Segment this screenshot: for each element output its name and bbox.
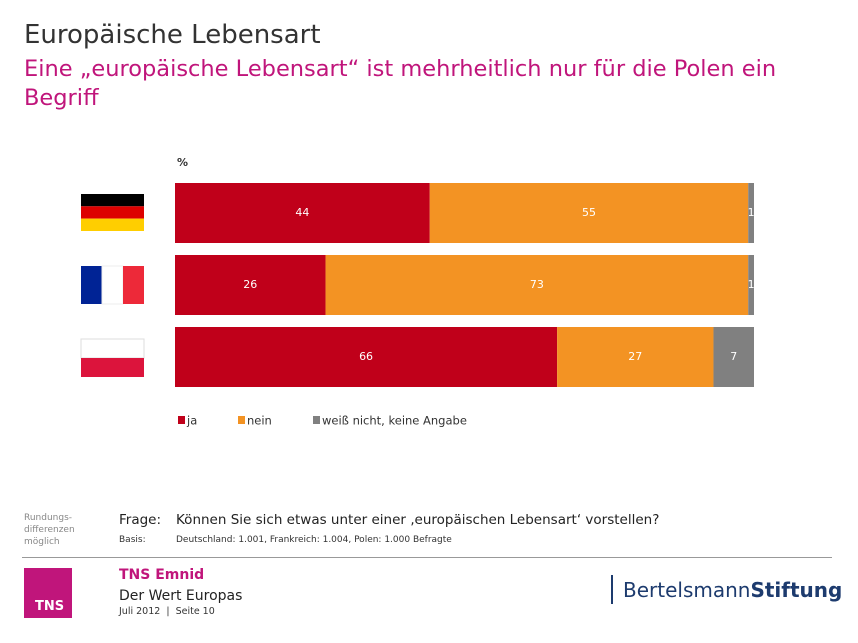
question-label: Frage:	[119, 512, 162, 528]
divider	[22, 557, 832, 558]
subtitle: Eine „europäische Lebensart“ ist mehrhei…	[24, 56, 777, 111]
bar-segment	[557, 327, 714, 387]
partner-logo: BertelsmannStiftung	[623, 578, 842, 602]
basis: Deutschland: 1.001, Frankreich: 1.004, P…	[176, 535, 452, 545]
value-label: 7	[730, 350, 737, 363]
bar-segment	[748, 183, 754, 243]
chart: % 44 55 1 26 73 1 66 27 7 ja nein weiß nicht, keine…	[80, 156, 755, 428]
legend-label: ja	[186, 414, 197, 428]
bar-segment	[175, 327, 558, 387]
title: Europäische Lebensart	[24, 20, 321, 50]
question: Können Sie sich etwas unter einer ‚europ…	[176, 512, 660, 528]
partner-1: Bertelsmann	[623, 578, 751, 602]
study: Der Wert Europas	[119, 588, 243, 604]
date: Juli 2012 | Seite 10	[119, 606, 215, 617]
logo-text: TNS	[35, 599, 65, 614]
flag-pl	[80, 338, 145, 377]
value-label: 55	[582, 206, 596, 219]
legend-swatch	[178, 416, 185, 424]
value-label: 44	[295, 206, 309, 219]
footnote: Rundungs-differenzen möglich	[24, 513, 75, 547]
legend-label: nein	[247, 414, 272, 428]
partner-bar	[611, 575, 613, 604]
legend-label: weiß nicht, keine Angabe	[322, 414, 467, 428]
bar-segment	[175, 183, 430, 243]
bar-segment	[748, 255, 754, 315]
value-label: 27	[628, 350, 642, 363]
value-label: 1	[748, 206, 755, 219]
bar-segment	[429, 183, 749, 243]
bar-segment	[175, 255, 326, 315]
flag-de	[81, 194, 144, 231]
bar-segment	[713, 327, 754, 387]
brand: TNS Emnid	[119, 567, 205, 583]
value-label: 66	[359, 350, 373, 363]
value-label: 73	[530, 278, 544, 291]
bar-segment	[325, 255, 749, 315]
value-label: 26	[243, 278, 257, 291]
legend-swatch	[313, 416, 320, 424]
value-label: 1	[748, 278, 755, 291]
basis-label: Basis:	[119, 535, 146, 545]
tns-logo: TNS	[24, 568, 72, 618]
flag-fr	[81, 265, 144, 305]
unit-label: %	[177, 156, 188, 169]
partner-2: Stiftung	[750, 578, 843, 602]
legend-swatch	[238, 416, 245, 424]
